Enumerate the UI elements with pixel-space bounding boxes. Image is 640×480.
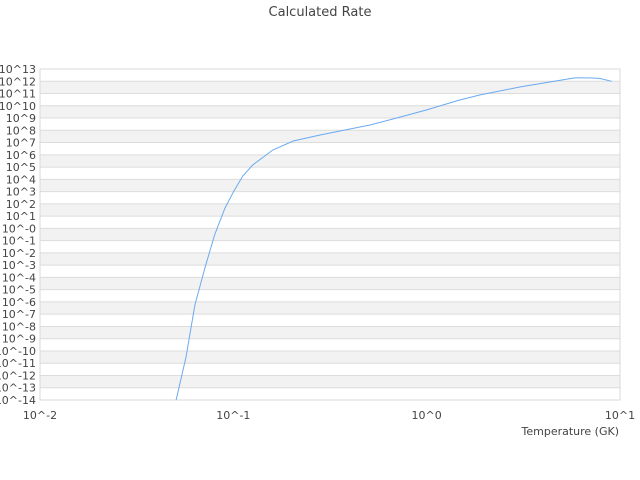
y-axis-ticks: 10^1310^1210^1110^1010^910^810^710^610^5… (0, 63, 36, 407)
y-tick-label: 10^-10 (0, 345, 36, 358)
grid-band (40, 326, 620, 339)
y-tick-label: 10^13 (0, 63, 36, 76)
y-tick-label: 10^7 (6, 137, 36, 150)
grid-band (40, 216, 620, 229)
y-tick-label: 10^4 (6, 173, 36, 186)
grid-band (40, 191, 620, 204)
y-tick-label: 10^-5 (2, 284, 36, 297)
grid-band (40, 93, 620, 106)
y-tick-label: 10^-6 (2, 296, 36, 309)
y-tick-label: 10^-1 (2, 235, 36, 248)
y-tick-label: 10^-11 (0, 357, 36, 370)
grid-band (40, 240, 620, 253)
grid-band (40, 338, 620, 351)
gridlines (40, 68, 620, 401)
y-tick-label: 10^-0 (2, 222, 36, 235)
grid-band (40, 387, 620, 400)
grid-band (40, 277, 620, 290)
y-tick-label: 10^-4 (2, 271, 36, 284)
plot-frame (39, 68, 621, 401)
y-tick-label: 10^6 (6, 149, 36, 162)
x-tick-label: 10^1 (605, 409, 635, 422)
y-tick-label: 10^5 (6, 161, 36, 174)
y-tick-label: 10^-8 (2, 320, 36, 333)
x-tick-label: 10^-1 (216, 409, 250, 422)
y-tick-label: 10^-3 (2, 259, 36, 272)
x-tick-label: 10^0 (412, 409, 442, 422)
y-tick-label: 10^-13 (0, 382, 36, 395)
series-line (175, 77, 612, 401)
grid-band (40, 142, 620, 155)
grid-band (40, 350, 620, 364)
x-axis-ticks: 10^-2 10^-1 10^0 10^1 (23, 409, 635, 422)
grid-band (40, 301, 620, 315)
chart-title: Calculated Rate (269, 5, 372, 20)
y-tick-label: 10^-14 (0, 394, 36, 407)
grid-bands (40, 69, 620, 400)
grid-band (40, 314, 620, 327)
y-tick-label: 10^-12 (0, 369, 36, 382)
y-tick-label: 10^9 (6, 112, 36, 125)
grid-band (40, 154, 620, 168)
grid-band (40, 265, 620, 278)
y-tick-label: 10^2 (6, 198, 36, 211)
grid-band (40, 179, 620, 192)
x-axis-label: Temperature (GK) (521, 425, 620, 438)
grid-band (40, 203, 620, 217)
y-tick-label: 10^-2 (2, 247, 36, 260)
grid-band (40, 228, 620, 241)
grid-band (40, 69, 620, 82)
y-tick-label: 10^3 (6, 186, 36, 199)
y-tick-label: 10^10 (0, 100, 36, 113)
y-tick-label: 10^12 (0, 75, 36, 88)
grid-band (40, 105, 620, 119)
y-tick-label: 10^-7 (2, 308, 36, 321)
y-tick-label: 10^-9 (2, 333, 36, 346)
grid-band (40, 289, 620, 302)
grid-band (40, 375, 620, 388)
grid-band (40, 130, 620, 143)
y-tick-label: 10^11 (0, 88, 36, 101)
grid-band (40, 252, 620, 266)
grid-band (40, 118, 620, 131)
grid-band (40, 363, 620, 376)
y-tick-label: 10^1 (6, 210, 36, 223)
grid-band (40, 167, 620, 180)
y-tick-label: 10^8 (6, 124, 36, 137)
grid-band (40, 81, 620, 94)
x-tick-label: 10^-2 (23, 409, 57, 422)
